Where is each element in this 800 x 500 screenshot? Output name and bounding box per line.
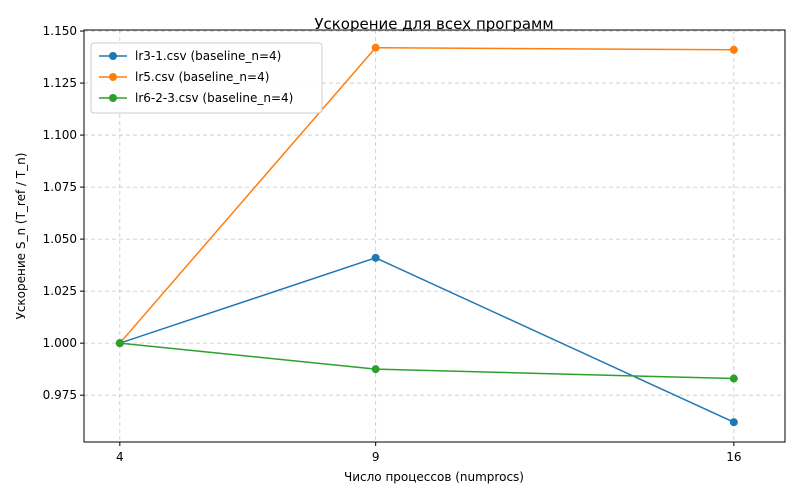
data-point [371, 43, 380, 52]
data-point [729, 418, 738, 427]
x-axis-ticks: 4 9 16 [116, 442, 741, 464]
legend-box [90, 42, 323, 114]
y-tick-label: 1.025 [43, 284, 77, 298]
x-tick-label: 9 [372, 450, 380, 464]
y-tick-label: 1.075 [43, 180, 77, 194]
data-point [371, 253, 380, 262]
x-tick-label: 4 [116, 450, 124, 464]
legend-label: lr5.csv (baseline_n=4) [135, 70, 269, 84]
y-tick-label: 1.100 [43, 128, 77, 142]
legend-label: lr3-1.csv (baseline_n=4) [135, 49, 281, 63]
legend-marker [109, 94, 117, 102]
series-line [119, 257, 735, 423]
legend-marker [109, 73, 117, 81]
y-tick-label: 1.050 [43, 232, 77, 246]
data-point [115, 339, 124, 348]
legend-label: lr6-2-3.csv (baseline_n=4) [135, 91, 293, 105]
y-tick-label: 1.150 [43, 24, 77, 38]
data-point [729, 374, 738, 383]
y-tick-label: 0.975 [43, 388, 77, 402]
plot-frame [83, 29, 786, 443]
y-axis-ticks: 0.975 1.000 1.025 1.050 1.075 1.100 1.125 1.150 [43, 24, 84, 402]
legend-marker [109, 52, 117, 60]
data-point [729, 45, 738, 54]
series-group [115, 43, 738, 427]
y-tick-label: 1.000 [43, 336, 77, 350]
x-axis-label: Число процессов (numprocs) [344, 470, 524, 484]
grid-lines [84, 30, 785, 442]
series-line [119, 342, 734, 380]
chart-title: Ускорение для всех программ [314, 15, 553, 33]
y-axis-label: Ускорение S_n (T_ref / T_n) [14, 153, 28, 320]
data-point [371, 365, 380, 374]
x-tick-label: 16 [726, 450, 741, 464]
y-tick-label: 1.125 [43, 76, 77, 90]
legend: lr3-1.csv (baseline_n=4) lr5.csv (baselin… [90, 42, 323, 114]
